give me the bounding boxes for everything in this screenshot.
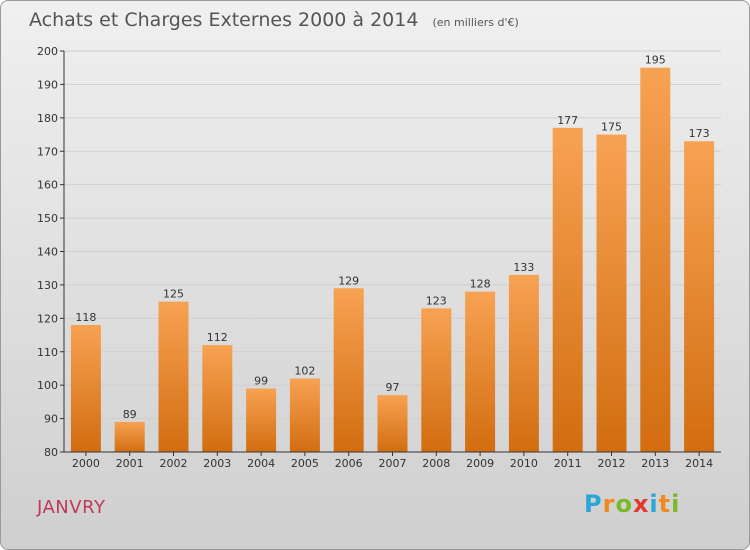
x-tick-label: 2004 bbox=[247, 457, 275, 470]
bar-value-label: 125 bbox=[163, 288, 184, 301]
logo-letter: o bbox=[615, 490, 633, 518]
y-tick-label: 140 bbox=[37, 246, 58, 259]
title-unit: (en milliers d'€) bbox=[432, 16, 519, 29]
y-tick-label: 180 bbox=[37, 112, 58, 125]
proxiti-logo: Proxiti bbox=[584, 490, 680, 518]
bar bbox=[552, 127, 583, 452]
bar bbox=[377, 395, 408, 452]
logo-letter: r bbox=[602, 490, 616, 518]
title-text: Achats et Charges Externes 2000 à 2014 bbox=[29, 9, 419, 31]
bar bbox=[202, 345, 233, 452]
y-tick-label: 170 bbox=[37, 145, 58, 158]
logo-letter: i bbox=[671, 490, 681, 518]
x-tick-label: 2005 bbox=[291, 457, 319, 470]
bar bbox=[289, 378, 320, 452]
y-tick-label: 190 bbox=[37, 78, 58, 91]
bar-value-label: 89 bbox=[123, 408, 137, 421]
y-tick-label: 150 bbox=[37, 212, 58, 225]
bar-value-label: 97 bbox=[386, 381, 400, 394]
bar-value-label: 175 bbox=[601, 121, 622, 134]
bar-value-label: 102 bbox=[294, 364, 315, 377]
x-tick-label: 2012 bbox=[598, 457, 626, 470]
bar bbox=[508, 274, 539, 452]
bar-value-label: 195 bbox=[645, 54, 666, 67]
bar-value-label: 133 bbox=[513, 261, 534, 274]
bar bbox=[114, 421, 145, 452]
bar bbox=[684, 141, 715, 452]
x-tick-label: 2011 bbox=[554, 457, 582, 470]
x-tick-label: 2010 bbox=[510, 457, 538, 470]
bar-value-label: 129 bbox=[338, 274, 359, 287]
x-tick-label: 2003 bbox=[203, 457, 231, 470]
bar bbox=[596, 134, 627, 452]
bar-value-label: 173 bbox=[689, 127, 710, 140]
x-tick-label: 2002 bbox=[160, 457, 188, 470]
bar-value-label: 99 bbox=[254, 375, 268, 388]
logo-letter: i bbox=[649, 490, 659, 518]
bar-value-label: 128 bbox=[470, 278, 491, 291]
logo-letter: x bbox=[632, 490, 650, 518]
x-tick-label: 2000 bbox=[72, 457, 100, 470]
commune-name: JANVRY bbox=[37, 497, 106, 518]
bar bbox=[465, 291, 496, 452]
bar bbox=[158, 301, 189, 452]
y-tick-label: 120 bbox=[37, 312, 58, 325]
x-tick-label: 2008 bbox=[422, 457, 450, 470]
x-tick-label: 2001 bbox=[116, 457, 144, 470]
bar-value-label: 118 bbox=[75, 311, 96, 324]
y-tick-label: 130 bbox=[37, 279, 58, 292]
bar bbox=[640, 67, 671, 452]
logo-letter: P bbox=[584, 490, 603, 518]
y-tick-label: 160 bbox=[37, 179, 58, 192]
bar bbox=[421, 308, 452, 452]
y-tick-label: 100 bbox=[37, 379, 58, 392]
bar bbox=[70, 325, 101, 452]
y-tick-label: 80 bbox=[44, 446, 58, 459]
bar bbox=[333, 288, 364, 452]
bar-value-label: 123 bbox=[426, 294, 447, 307]
chart-title: Achats et Charges Externes 2000 à 2014 (… bbox=[29, 9, 519, 31]
logo-letter: t bbox=[658, 490, 672, 518]
y-tick-label: 90 bbox=[44, 413, 58, 426]
bar-value-label: 112 bbox=[207, 331, 228, 344]
x-tick-label: 2006 bbox=[335, 457, 363, 470]
bar-value-label: 177 bbox=[557, 114, 578, 127]
x-tick-label: 2014 bbox=[685, 457, 713, 470]
x-tick-label: 2007 bbox=[379, 457, 407, 470]
bar bbox=[246, 388, 277, 452]
y-tick-label: 110 bbox=[37, 346, 58, 359]
x-tick-label: 2013 bbox=[641, 457, 669, 470]
y-tick-label: 200 bbox=[37, 45, 58, 58]
x-tick-label: 2009 bbox=[466, 457, 494, 470]
